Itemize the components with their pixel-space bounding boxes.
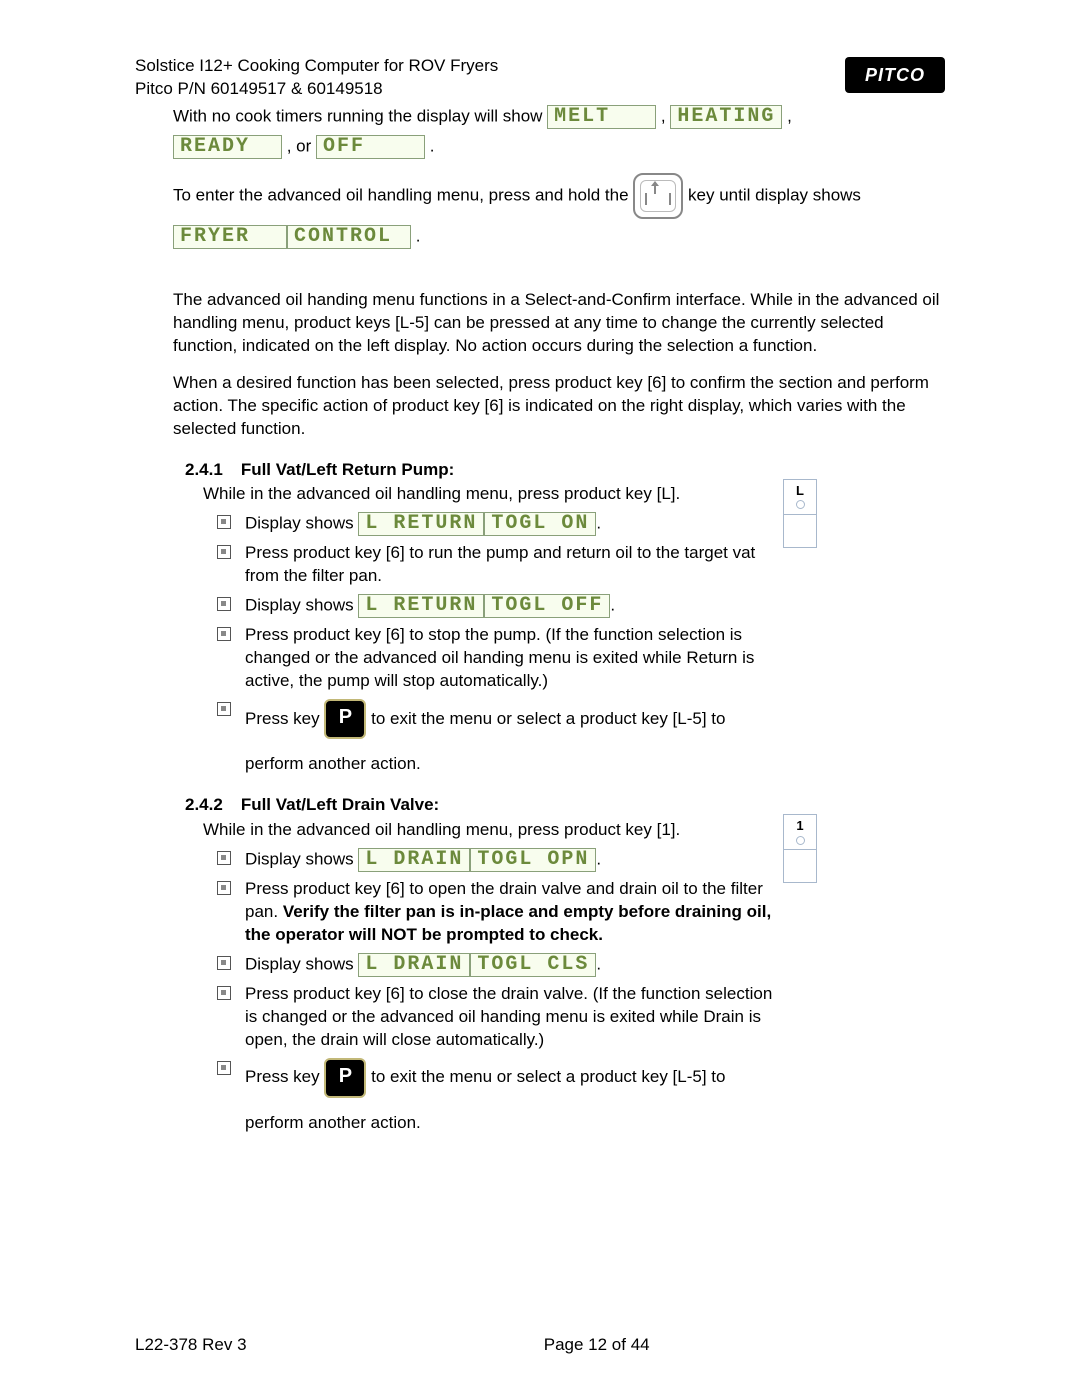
intro-frag2: To enter the advanced oil handling menu,…	[173, 185, 629, 204]
body-para1: The advanced oil handing menu functions …	[173, 289, 945, 358]
s241-b3-pre: Display shows	[245, 596, 354, 615]
display-togl-opn: TOGL OPN	[470, 848, 596, 872]
list-item: Press product key [6] to close the drain…	[217, 983, 945, 1052]
bullet-icon	[217, 986, 231, 1000]
list-item: Display shows L DRAINTOGL CLS.	[217, 953, 945, 977]
section-241: L 2.4.1 Full Vat/Left Return Pump: While…	[173, 459, 945, 777]
list-item: Press key P to exit the menu or select a…	[217, 1058, 945, 1135]
section-242-heading: 2.4.2 Full Vat/Left Drain Valve:	[173, 794, 945, 817]
s242-b5-post: to exit the menu or select a product key…	[371, 1067, 725, 1086]
bullet-icon	[217, 627, 231, 641]
header-text: Solstice I12+ Cooking Computer for ROV F…	[135, 55, 845, 101]
s242-b1-pre: Display shows	[245, 849, 354, 868]
section-241-number: 2.4.1	[185, 459, 223, 482]
display-melt: MELT	[547, 105, 656, 129]
section-242-number: 2.4.2	[185, 794, 223, 817]
bullet-icon	[217, 545, 231, 559]
footer: L22-378 Rev 3 Page 12 of 44	[135, 1334, 945, 1357]
logo-text: PITCO	[865, 63, 925, 87]
p-key-icon: P	[324, 699, 366, 739]
s241-b5-cont: perform another action.	[245, 754, 421, 773]
menu-key-icon	[633, 173, 683, 219]
s241-b5-post: to exit the menu or select a product key…	[371, 709, 725, 728]
bullet-icon	[217, 702, 231, 716]
display-off: OFF	[316, 135, 425, 159]
section-242-list: Display shows L DRAINTOGL OPN. Press pro…	[217, 848, 945, 1135]
display-l-return-2: L RETURN	[358, 594, 484, 618]
key-diagram-indicator-icon	[796, 836, 805, 845]
pitco-logo: PITCO	[845, 57, 945, 93]
display-togl-off: TOGL OFF	[484, 594, 610, 618]
list-item: Press product key [6] to run the pump an…	[217, 542, 945, 588]
display-fryer: FRYER	[173, 225, 287, 249]
list-item: Display shows L RETURNTOGL ON.	[217, 512, 945, 536]
list-item: Press key P to exit the menu or select a…	[217, 699, 945, 776]
header: Solstice I12+ Cooking Computer for ROV F…	[135, 55, 945, 101]
display-togl-cls: TOGL CLS	[470, 953, 596, 977]
display-heating: HEATING	[670, 105, 782, 129]
s242-b3-pre: Display shows	[245, 954, 354, 973]
bullet-icon	[217, 881, 231, 895]
intro-frag3: key until display shows	[688, 185, 861, 204]
document-page: Solstice I12+ Cooking Computer for ROV F…	[0, 0, 1080, 1397]
s241-b2: Press product key [6] to run the pump an…	[245, 542, 785, 588]
section-241-title: Full Vat/Left Return Pump:	[241, 459, 454, 482]
header-line2: Pitco P/N 60149517 & 60149518	[135, 78, 845, 101]
intro-displays: With no cook timers running the display …	[173, 105, 945, 159]
p-key-icon: P	[324, 1058, 366, 1098]
key-diagram-1-label: 1	[784, 815, 816, 835]
body-para2: When a desired function has been selecte…	[173, 372, 945, 441]
s242-b4: Press product key [6] to close the drain…	[245, 983, 785, 1052]
intro-menu-entry: To enter the advanced oil handling menu,…	[173, 173, 945, 249]
section-242: 1 2.4.2 Full Vat/Left Drain Valve: While…	[173, 794, 945, 1134]
s241-b5-pre: Press key	[245, 709, 320, 728]
bullet-icon	[217, 851, 231, 865]
list-item: Press product key [6] to stop the pump. …	[217, 624, 945, 693]
footer-revision: L22-378 Rev 3	[135, 1334, 443, 1357]
intro-frag1: With no cook timers running the display …	[173, 106, 542, 125]
display-l-return-1: L RETURN	[358, 512, 484, 536]
display-l-drain-2: L DRAIN	[358, 953, 470, 977]
list-item: Display shows L DRAINTOGL OPN.	[217, 848, 945, 872]
display-l-drain-1: L DRAIN	[358, 848, 470, 872]
footer-page-number: Page 12 of 44	[443, 1334, 751, 1357]
section-242-intro: While in the advanced oil handling menu,…	[203, 819, 813, 842]
list-item: Press product key [6] to open the drain …	[217, 878, 945, 947]
key-diagram-indicator-icon	[796, 500, 805, 509]
key-diagram-1: 1	[783, 814, 817, 883]
display-ready: READY	[173, 135, 282, 159]
s241-b1-pre: Display shows	[245, 514, 354, 533]
list-item: Display shows L RETURNTOGL OFF.	[217, 594, 945, 618]
intro-or: , or	[287, 136, 312, 155]
key-diagram-l: L	[783, 479, 817, 548]
content: With no cook timers running the display …	[173, 105, 945, 1135]
bullet-icon	[217, 1061, 231, 1075]
section-241-list: Display shows L RETURNTOGL ON. Press pro…	[217, 512, 945, 776]
display-control: CONTROL	[287, 225, 411, 249]
bullet-icon	[217, 956, 231, 970]
bullet-icon	[217, 597, 231, 611]
s242-b5-pre: Press key	[245, 1067, 320, 1086]
s242-b5-cont: perform another action.	[245, 1113, 421, 1132]
section-242-title: Full Vat/Left Drain Valve:	[241, 794, 439, 817]
display-togl-on: TOGL ON	[484, 512, 596, 536]
s242-b2-bold: Verify the filter pan is in-place and em…	[245, 902, 771, 944]
section-241-intro: While in the advanced oil handling menu,…	[203, 483, 813, 506]
bullet-icon	[217, 515, 231, 529]
s241-b4: Press product key [6] to stop the pump. …	[245, 624, 785, 693]
key-diagram-l-label: L	[784, 480, 816, 500]
section-241-heading: 2.4.1 Full Vat/Left Return Pump:	[173, 459, 945, 482]
header-line1: Solstice I12+ Cooking Computer for ROV F…	[135, 55, 845, 78]
